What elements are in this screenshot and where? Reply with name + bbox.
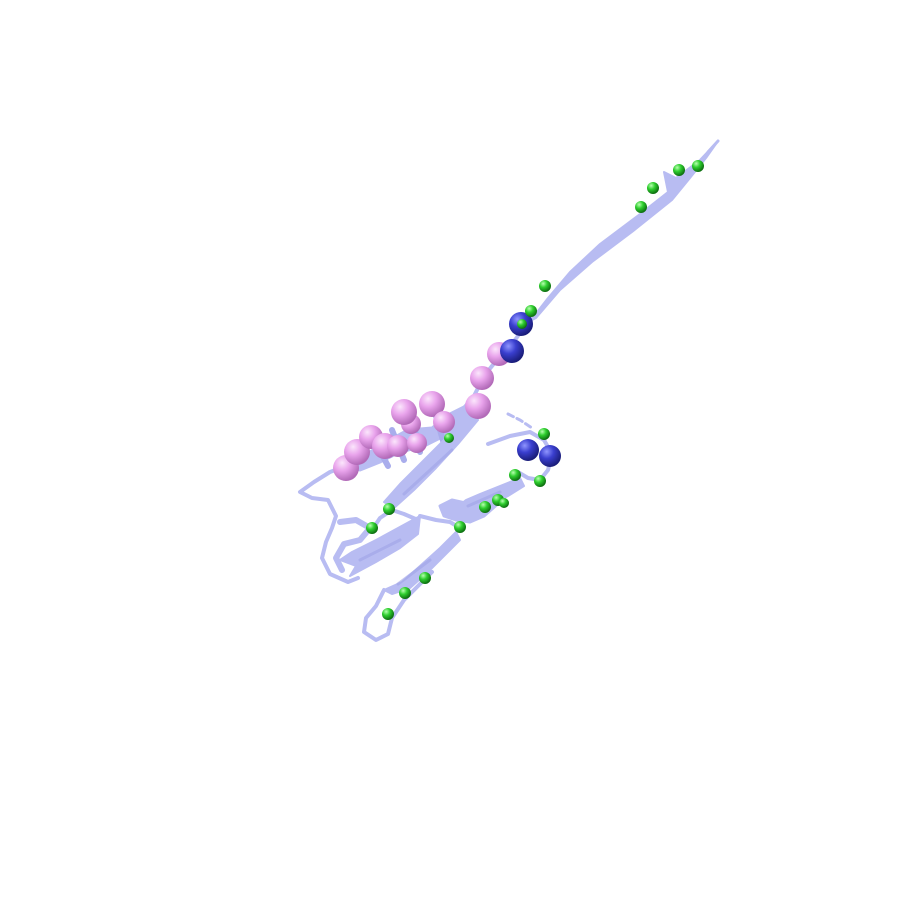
green-sphere	[383, 503, 395, 515]
pink-sphere	[407, 433, 427, 453]
green-sphere	[692, 160, 704, 172]
beta-strand-2	[383, 531, 461, 595]
green-sphere	[499, 498, 509, 508]
cartoon-ribbon	[298, 139, 720, 642]
large-pink-spheres	[333, 342, 511, 481]
beta-strand-long	[527, 140, 719, 323]
green-sphere	[399, 587, 411, 599]
green-sphere	[635, 201, 647, 213]
beta-strand-central	[383, 411, 479, 509]
pink-sphere	[433, 411, 455, 433]
small-green-spheres	[366, 160, 704, 620]
blue-sphere	[500, 339, 524, 363]
loop-top	[706, 139, 720, 154]
green-sphere	[647, 182, 659, 194]
blue-sphere	[517, 439, 539, 461]
pink-sphere	[470, 366, 494, 390]
loop-left	[298, 464, 360, 584]
pink-sphere	[387, 435, 409, 457]
green-sphere	[539, 280, 551, 292]
large-blue-spheres	[500, 312, 561, 467]
green-sphere	[509, 469, 521, 481]
pink-sphere	[465, 393, 491, 419]
green-sphere	[534, 475, 546, 487]
green-sphere	[479, 501, 491, 513]
green-sphere	[382, 608, 394, 620]
pink-sphere	[391, 399, 417, 425]
blue-sphere	[539, 445, 561, 467]
green-sphere	[454, 521, 466, 533]
green-sphere	[525, 305, 537, 317]
loop-left-curl	[333, 517, 373, 573]
green-sphere	[673, 164, 685, 176]
loop-right-dashed	[506, 412, 534, 430]
pink-sphere	[419, 391, 445, 417]
green-sphere	[538, 428, 550, 440]
green-sphere	[517, 319, 527, 329]
green-sphere	[444, 433, 454, 443]
beta-strand-1	[339, 515, 421, 577]
green-sphere	[366, 522, 378, 534]
green-sphere	[419, 572, 431, 584]
strand-shading	[358, 448, 502, 586]
